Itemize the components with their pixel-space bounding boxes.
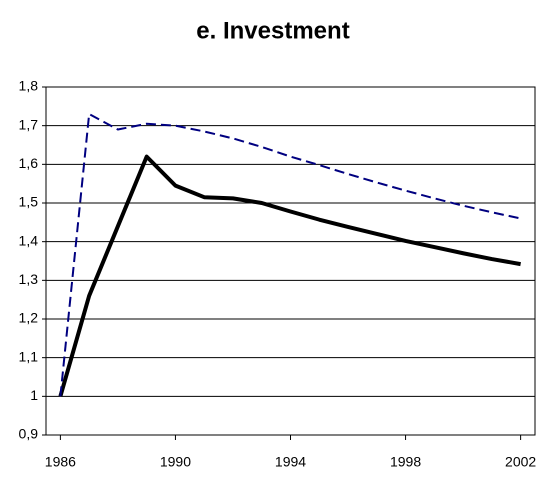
- plot-frame: [45, 86, 536, 436]
- y-tick-label: 1,6: [19, 155, 39, 171]
- y-tick-label: 1,3: [19, 271, 39, 287]
- y-tick-label: 1: [30, 387, 38, 403]
- y-tick-label: 1,2: [19, 310, 39, 326]
- x-tick-label: 2002: [505, 454, 536, 470]
- x-tick-label: 1990: [160, 454, 191, 470]
- y-tick-label: 1,4: [19, 232, 39, 248]
- y-tick-label: 1,1: [19, 348, 39, 364]
- y-tick-label: 1,5: [19, 194, 39, 210]
- y-tick-label: 1,7: [19, 116, 39, 132]
- x-tick-label: 1994: [275, 454, 306, 470]
- x-tick-label: 1998: [390, 454, 421, 470]
- series-line: [58, 154, 521, 397]
- y-tick-label: 0,9: [19, 426, 39, 442]
- y-tick-label: 1,8: [19, 78, 39, 94]
- series-line: [59, 113, 521, 397]
- chart-title: e. Investment: [196, 17, 349, 44]
- x-tick-label: 1986: [45, 454, 76, 470]
